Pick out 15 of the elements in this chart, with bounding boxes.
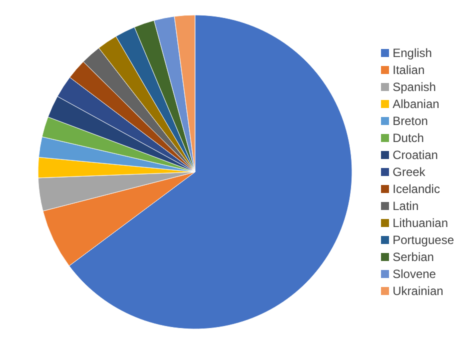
legend-label: Italian: [392, 62, 425, 78]
legend-label: Spanish: [392, 78, 436, 96]
legend-label: Albanian: [392, 96, 440, 112]
legend-label: Greek: [392, 164, 426, 180]
legend-label: Slovene: [392, 266, 436, 282]
legend-label: English: [392, 44, 432, 62]
legend-label: Icelandic: [392, 180, 440, 198]
legend-label: Breton: [392, 112, 428, 130]
legend-label: Croatian: [392, 146, 438, 164]
legend-label: Serbian: [392, 248, 434, 266]
legend-label: Latin: [392, 198, 419, 214]
legend-label: Dutch: [392, 130, 424, 146]
legend-label: Portuguese: [392, 232, 454, 248]
legend-label: Ukrainian: [392, 282, 444, 300]
legend-label: Lithuanian: [392, 214, 448, 232]
